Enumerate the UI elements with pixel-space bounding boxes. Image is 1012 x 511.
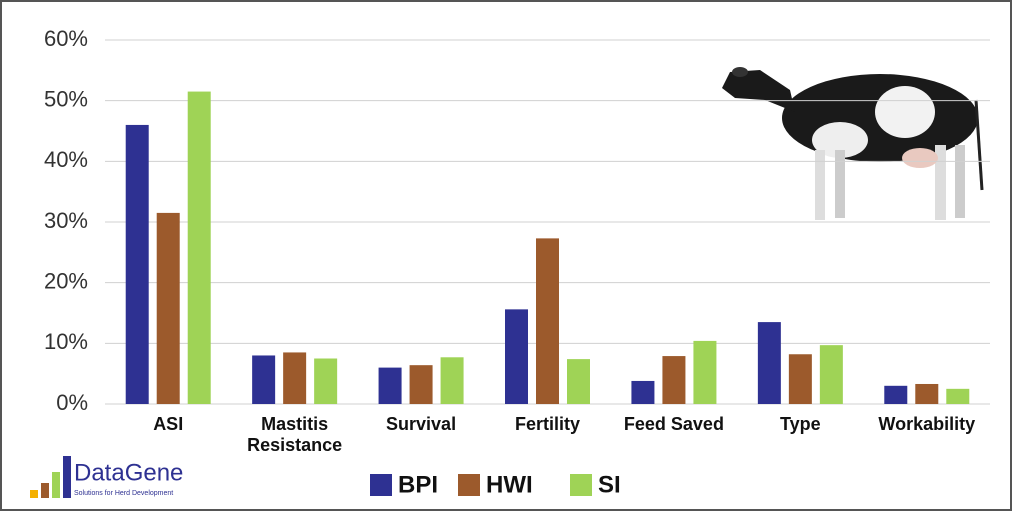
y-tick-label: 50% <box>44 86 88 111</box>
y-tick-label: 30% <box>44 208 88 233</box>
bar <box>314 359 337 405</box>
legend-label: BPI <box>398 471 438 498</box>
logo-name: DataGene <box>74 459 183 486</box>
legend-label: SI <box>598 471 621 498</box>
x-tick-label: Fertility <box>486 414 610 435</box>
page: DataGene Solutions for Herd Development … <box>0 0 1012 511</box>
bar <box>631 381 654 404</box>
x-tick-label: Type <box>738 414 862 435</box>
y-tick-label: 40% <box>44 147 88 172</box>
bar <box>283 352 306 404</box>
x-tick-label: Workability <box>865 414 989 435</box>
legend-swatch <box>570 474 592 496</box>
bar <box>884 386 907 404</box>
bar <box>946 389 969 404</box>
bar <box>126 125 149 404</box>
bar <box>820 345 843 404</box>
bar <box>188 92 211 404</box>
legend-swatch <box>370 474 392 496</box>
legend-label: HWI <box>486 471 533 498</box>
bar <box>252 355 275 404</box>
bar <box>662 356 685 404</box>
bar <box>789 354 812 404</box>
bar <box>379 368 402 404</box>
bar <box>157 213 180 404</box>
bar <box>505 309 528 404</box>
legend-swatch <box>458 474 480 496</box>
y-tick-label: 20% <box>44 268 88 293</box>
y-tick-label: 0% <box>56 390 88 415</box>
y-tick-label: 10% <box>44 329 88 354</box>
logo-tagline: Solutions for Herd Development <box>74 490 173 497</box>
bar <box>915 384 938 404</box>
bar <box>693 341 716 404</box>
y-tick-label: 60% <box>44 26 88 51</box>
bar <box>441 357 464 404</box>
x-tick-label: Feed Saved <box>612 414 736 435</box>
bar <box>410 365 433 404</box>
bar <box>567 359 590 404</box>
x-tick-label: Survival <box>359 414 483 435</box>
bar <box>758 322 781 404</box>
bar <box>536 238 559 404</box>
x-tick-label: Mastitis Resistance <box>233 414 357 456</box>
x-tick-label: ASI <box>106 414 230 435</box>
